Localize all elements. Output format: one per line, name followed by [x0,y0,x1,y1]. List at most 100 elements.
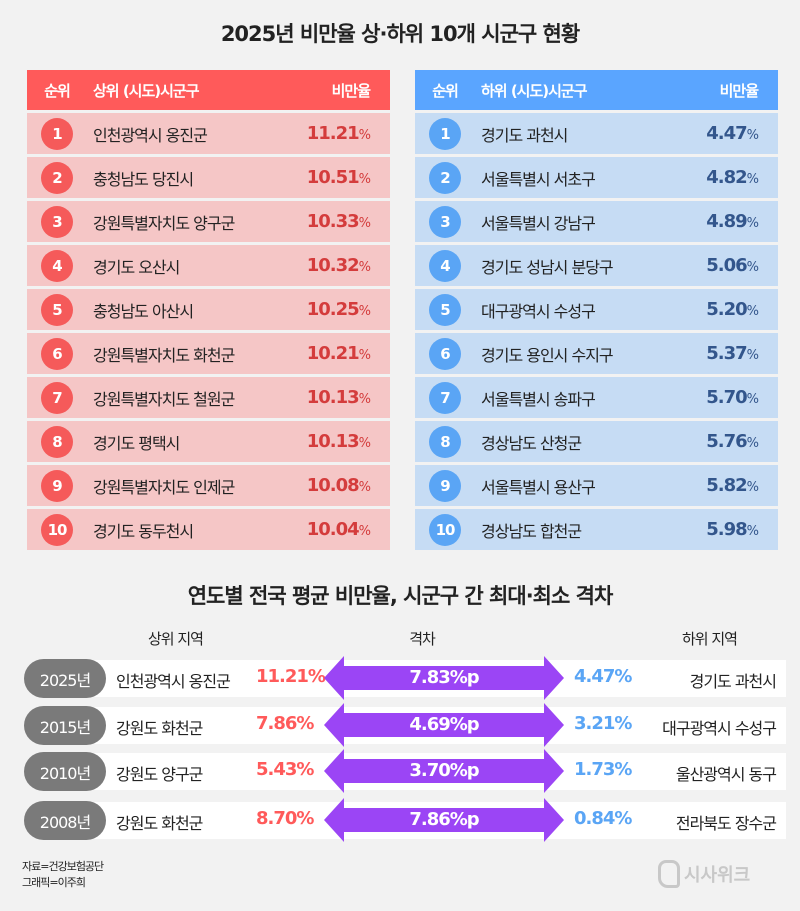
header-rate: 비만율 [719,81,759,100]
table-row: 6 경기도 용인시 수지구 5.37% [415,333,778,374]
rate-value: 10.51% [306,167,371,188]
table-header: 순위 하위 (시도)시군구 비만율 [415,70,778,110]
rate-value: 11.21% [306,123,371,144]
top-value: 5.43% [256,759,314,780]
region-name: 서울특별시 강남구 [481,213,596,233]
rank-badge: 1 [429,117,461,150]
table-row: 9 강원특별자치도 인제군 10.08% [27,465,390,506]
region-name: 대구광역시 수성구 [481,301,596,321]
rank-badge: 7 [41,381,73,414]
region-name: 경기도 용인시 수지구 [481,345,614,365]
rate-value: 5.98% [706,519,759,540]
double-arrow-icon [324,656,564,700]
table-row: 1 경기도 과천시 4.47% [415,113,778,154]
region-name: 경기도 성남시 분당구 [481,257,614,277]
table-row: 7 강원특별자치도 철원군 10.13% [27,377,390,418]
rate-value: 4.82% [706,167,759,188]
rate-value: 4.47% [706,123,759,144]
table-row: 4 경기도 성남시 분당구 5.06% [415,245,778,286]
year-badge: 2008년 [24,801,106,840]
rank-badge: 10 [41,513,73,546]
table-row: 10 경기도 동두천시 10.04% [27,509,390,550]
bottom-region: 경기도 과천시 [689,672,777,691]
region-name: 서울특별시 용산구 [481,477,596,497]
page-title: 2025년 비만율 상·하위 10개 시군구 현황 [220,22,580,46]
bottom-region: 전라북도 장수군 [675,814,777,833]
region-name: 경상남도 합천군 [481,521,582,541]
rank-badge: 2 [429,161,461,194]
table-row: 3 서울특별시 강남구 4.89% [415,201,778,242]
rank-badge: 3 [429,205,461,238]
comparison-row: 2008년 강원도 화천군 8.70% 7.86%p 0.84% 전라북도 장수… [24,798,786,842]
region-name: 강원특별자치도 화천군 [93,345,235,365]
header-region: 상위 (시도)시군구 [93,81,200,100]
logo-icon [658,860,680,888]
rank-badge: 6 [41,337,73,370]
top-value: 8.70% [256,808,314,829]
rate-value: 10.21% [306,343,371,364]
table-row: 8 경상남도 산청군 5.76% [415,421,778,462]
header-rank: 순위 [44,81,71,100]
comparison-row: 2010년 강원도 양구군 5.43% 3.70%p 1.73% 울산광역시 동… [24,749,786,793]
region-name: 강원특별자치도 철원군 [93,389,235,409]
table-row: 5 대구광역시 수성구 5.20% [415,289,778,330]
table-row: 2 충청남도 당진시 10.51% [27,157,390,198]
rank-badge: 8 [41,425,73,458]
region-name: 충청남도 아산시 [93,301,194,321]
region-name: 강원특별자치도 양구군 [93,213,235,233]
gap-value: 7.83%p [409,667,479,688]
rank-badge: 4 [41,249,73,282]
source-note: 자료=건강보험공단 [22,860,104,873]
region-name: 경기도 오산시 [93,257,180,277]
region-name: 경기도 과천시 [481,125,568,145]
rank-badge: 5 [429,293,461,326]
region-name: 경상남도 산청군 [481,433,582,453]
rate-value: 5.06% [706,255,759,276]
table-row: 10 경상남도 합천군 5.98% [415,509,778,550]
header-region: 하위 (시도)시군구 [481,81,588,100]
rate-value: 5.82% [706,475,759,496]
top-value: 11.21% [256,666,326,687]
bottom-value: 3.21% [574,713,632,734]
rank-badge: 9 [429,469,461,502]
rate-value: 10.33% [306,211,371,232]
bottom-value: 1.73% [574,759,632,780]
region-name: 서울특별시 서초구 [481,169,596,189]
rate-value: 10.04% [306,519,371,540]
gap-value: 3.70%p [409,760,479,781]
comparison-row: 2015년 강원도 화천군 7.86% 4.69%p 3.21% 대구광역시 수… [24,703,786,747]
rate-value: 4.89% [706,211,759,232]
table-row: 3 강원특별자치도 양구군 10.33% [27,201,390,242]
top-table: 순위 상위 (시도)시군구 비만율 1 인천광역시 옹진군 11.21% 2 충… [27,70,390,550]
comparison-row: 2025년 인천광역시 옹진군 11.21% 7.83%p 4.47% 경기도 … [24,656,786,700]
double-arrow-icon [324,703,564,747]
table-row: 8 경기도 평택시 10.13% [27,421,390,462]
bottom-region: 울산광역시 동구 [675,765,777,784]
region-name: 인천광역시 옹진군 [93,125,208,145]
top-region: 강원도 양구군 [116,765,203,784]
table-row: 9 서울특별시 용산구 5.82% [415,465,778,506]
year-badge: 2025년 [24,659,106,698]
top-value: 7.86% [256,713,314,734]
region-name: 충청남도 당진시 [93,169,194,189]
table-row: 2 서울특별시 서초구 4.82% [415,157,778,198]
rank-badge: 6 [429,337,461,370]
gap-value: 7.86%p [409,809,479,830]
logo: 시사위크 [658,860,750,888]
top-region: 강원도 화천군 [116,814,203,833]
table-row: 6 강원특별자치도 화천군 10.21% [27,333,390,374]
region-name: 경기도 평택시 [93,433,180,453]
rank-badge: 2 [41,161,73,194]
double-arrow-icon [324,749,564,793]
bottom-value: 4.47% [574,666,632,687]
region-name: 서울특별시 송파구 [481,389,596,409]
region-name: 강원특별자치도 인제군 [93,477,235,497]
rank-badge: 8 [429,425,461,458]
bottom-region: 대구광역시 수성구 [662,719,777,738]
header-rate: 비만율 [331,81,371,100]
bottom-value: 0.84% [574,808,632,829]
rank-badge: 4 [429,249,461,282]
rate-value: 10.32% [306,255,371,276]
rate-value: 10.25% [306,299,371,320]
label-bottom-region: 하위 지역 [682,630,738,648]
